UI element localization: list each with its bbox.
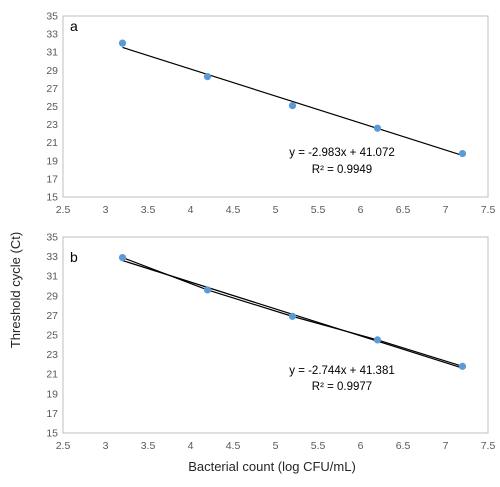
panel-b-data-point [288,312,297,320]
panel-b-data-point [373,336,382,344]
panel-b-y-tick-label: 33 [46,251,58,263]
panel-a-x-tick-label: 4 [188,204,194,216]
panel-a-x-tick-label: 7 [443,204,449,216]
panel-a-data-point [288,101,297,110]
panel-a-x-tick-label: 7.5 [481,204,496,216]
panel-b-y-tick-label: 31 [46,271,58,283]
panel-b-y-tick-label: 29 [46,290,58,302]
panel-a-y-tick-label: 25 [46,101,58,113]
panel-a-y-tick-label: 19 [46,155,58,167]
y-axis-title: Threshold cycle (Ct) [8,232,23,348]
panel-a-trendline-equation: y = -2.983x + 41.072 [289,147,395,159]
panel-b-series-line [122,257,463,367]
panel-b-x-tick-label: 2.5 [56,440,71,452]
panel-b-y-tick-label: 27 [46,310,58,322]
panel-b-x-tick-label: 6 [358,440,364,452]
panel-a-data-point [118,39,127,47]
panel-b-x-tick-label: 3 [103,440,109,452]
panel-a-y-tick-label: 29 [46,65,58,77]
panel-b-y-tick-label: 17 [46,408,58,420]
panel-b-trendline-equation: y = -2.744x + 41.381 [289,365,395,377]
panel-a-data-point [203,73,212,81]
panel-a-x-tick-label: 3.5 [141,204,156,216]
panel-a-y-tick-label: 17 [46,173,58,185]
panel-b-x-tick-label: 3.5 [141,440,156,452]
panel-b-y-tick-label: 23 [46,349,58,361]
panel-b-x-tick-label: 4.5 [226,440,241,452]
panel-a-x-tick-label: 6.5 [396,204,411,216]
panel-b-x-tick-label: 4 [188,440,194,452]
panel-a-x-tick-label: 5 [273,204,279,216]
panel-b-y-tick-label: 19 [46,388,58,400]
panel-b-x-tick-label: 7.5 [481,440,496,452]
panel-b-x-tick-label: 5 [273,440,279,452]
panel-a-y-tick-label: 33 [46,29,58,41]
panel-b-x-tick-label: 6.5 [396,440,411,452]
panel-a-y-tick-label: 23 [46,119,58,131]
panel-b-data-point [458,362,467,370]
panel-a-y-tick-label: 27 [46,83,58,95]
panel-a-trendline [122,46,463,156]
panel-b-y-tick-label: 15 [46,428,58,440]
panel-a-r-squared: R² = 0.9949 [312,164,372,176]
panel-b-panel-label: b [70,249,78,265]
panel-a-y-tick-label: 31 [46,47,58,59]
panel-b-x-tick-label: 7 [443,440,449,452]
panel-a-data-point [458,149,467,158]
panel-a-data-point [373,124,382,132]
panel-a-x-tick-label: 6 [358,204,364,216]
panel-a-y-tick-label: 15 [46,192,58,204]
panel-b-data-point [203,286,212,294]
panel-a-x-tick-label: 4.5 [226,204,241,216]
panel-b-y-tick-label: 35 [46,232,58,244]
panel-a-plot-area [62,15,489,198]
panel-b-plot-area [62,236,489,434]
panel-a-x-tick-label: 3 [103,204,109,216]
panel-a-y-tick-label: 35 [46,11,58,23]
panel-a-panel-label: a [70,18,78,34]
panel-a-y-tick-label: 21 [46,137,58,149]
panel-b-y-tick-label: 21 [46,369,58,381]
panel-b-x-tick-label: 5.5 [311,440,326,452]
panel-b-data-point [118,253,127,262]
panel-b-y-tick-label: 25 [46,330,58,342]
panel-b-r-squared: R² = 0.9977 [312,381,372,393]
x-axis-title: Bacterial count (log CFU/mL) [188,459,356,474]
panel-a-x-tick-label: 2.5 [56,204,71,216]
panel-a-x-tick-label: 5.5 [311,204,326,216]
